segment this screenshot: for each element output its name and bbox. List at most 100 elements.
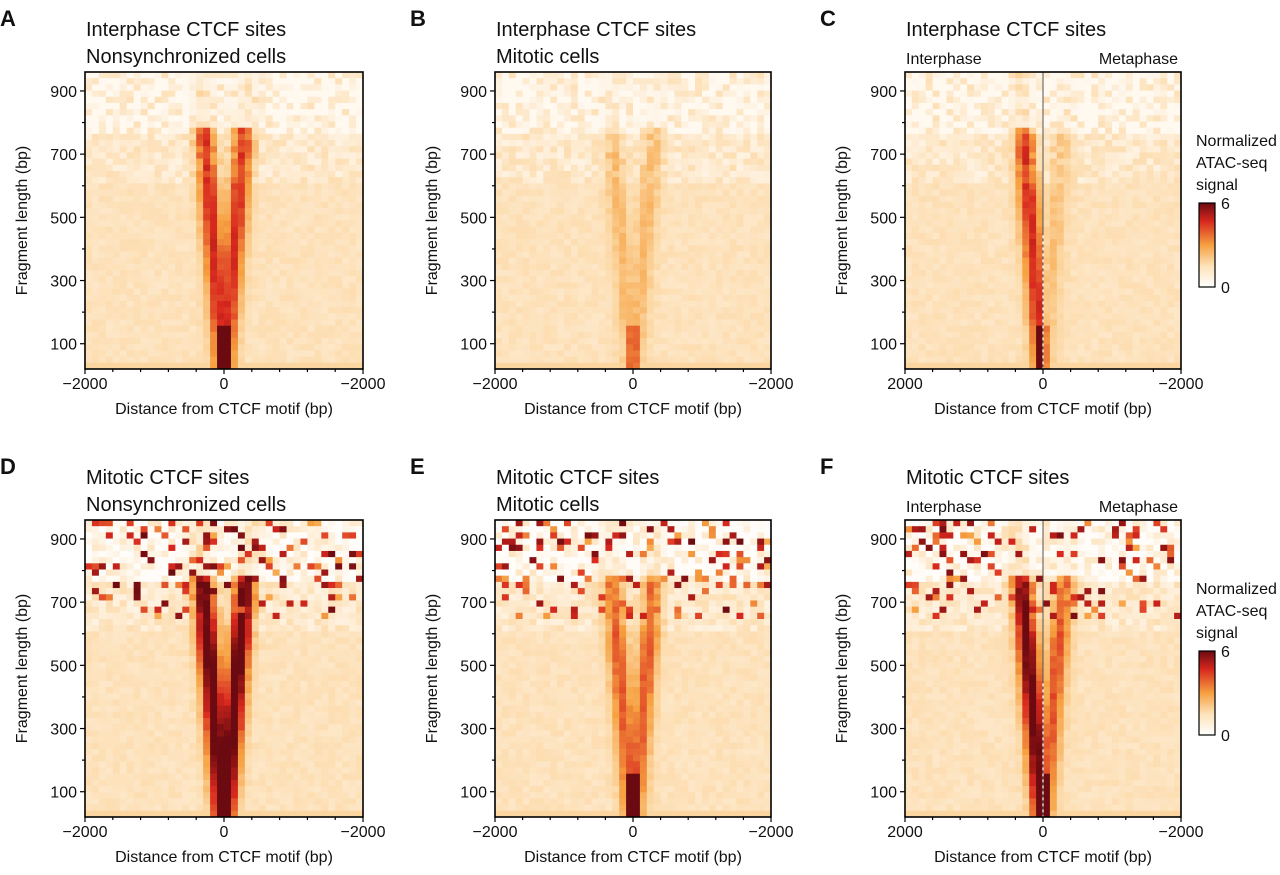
heatmap-cell <box>584 96 592 104</box>
heatmap-cell <box>750 257 758 265</box>
heatmap-cell <box>196 164 204 172</box>
heatmap-cell <box>646 288 655 296</box>
heatmap-cell <box>224 189 232 197</box>
heatmap-cell <box>224 344 232 351</box>
heatmap-cell <box>911 121 920 129</box>
heatmap-cell <box>168 84 176 91</box>
heatmap-cell <box>660 288 668 296</box>
heatmap-cell <box>91 362 100 370</box>
heatmap-cell <box>515 307 523 314</box>
heatmap-cell <box>764 245 772 252</box>
heatmap-cell <box>147 121 155 129</box>
heatmap-cell <box>750 195 758 203</box>
heatmap-cell <box>168 257 176 265</box>
y-tick-label: 900 <box>460 84 487 101</box>
heatmap-cell <box>217 78 225 85</box>
heatmap-cell <box>508 177 517 184</box>
heatmap-cell <box>743 319 751 327</box>
heatmap-cell <box>307 319 315 327</box>
heatmap-cell <box>1029 78 1037 85</box>
heatmap-cell <box>501 96 510 104</box>
heatmap-cell <box>224 294 232 302</box>
heatmap-cell <box>960 102 968 110</box>
heatmap-cell <box>501 257 510 265</box>
heatmap-cell <box>314 127 322 135</box>
heatmap-cell <box>974 121 982 129</box>
heatmap-cell <box>1091 164 1099 172</box>
heatmap-cell <box>994 214 1002 221</box>
heatmap-cell <box>307 331 315 339</box>
heatmap-cell <box>1098 133 1106 141</box>
heatmap-cell <box>605 164 613 172</box>
heatmap-cell <box>168 251 176 259</box>
heatmap-cell <box>1070 96 1078 104</box>
heatmap-cell <box>495 344 503 351</box>
heatmap-cell <box>570 146 579 153</box>
heatmap-cell <box>1091 214 1099 221</box>
heatmap-cell <box>639 146 648 153</box>
heatmap-cell <box>980 232 989 240</box>
heatmap-cell <box>605 177 613 184</box>
heatmap-cell <box>126 90 135 98</box>
heatmap-cell <box>321 319 329 327</box>
heatmap-cell <box>702 338 710 345</box>
heatmap-cell <box>314 270 322 277</box>
heatmap-cell <box>715 133 724 141</box>
heatmap-cell <box>750 164 758 172</box>
heatmap-cell <box>529 78 537 85</box>
heatmap-cell <box>757 109 765 116</box>
heatmap-cell <box>743 232 751 240</box>
heatmap-cell <box>695 331 703 339</box>
heatmap-cell <box>543 195 551 203</box>
heatmap-cell <box>175 208 183 215</box>
heatmap-cell <box>612 214 620 221</box>
heatmap-cell <box>1125 127 1134 135</box>
heatmap-cell <box>591 350 599 358</box>
heatmap-cell <box>1008 133 1016 141</box>
heatmap-cell <box>154 239 162 246</box>
heatmap-cell <box>356 115 364 122</box>
heatmap-cell <box>314 344 322 351</box>
heatmap-cell <box>85 232 93 240</box>
heatmap-cell <box>911 195 920 203</box>
heatmap-cell <box>119 115 128 122</box>
heatmap-cell <box>1049 133 1058 141</box>
heatmap-cell <box>251 133 260 141</box>
heatmap-cell <box>1118 232 1127 240</box>
heatmap-cell <box>217 220 225 228</box>
heatmap-cell <box>598 257 606 265</box>
heatmap-cell <box>1036 232 1044 240</box>
heatmap-cell <box>1139 90 1147 98</box>
heatmap-cell <box>764 146 772 153</box>
heatmap-cell <box>237 245 246 252</box>
heatmap-cell <box>356 109 364 116</box>
heatmap-cell <box>189 127 197 135</box>
heatmap-cell <box>612 263 620 271</box>
heatmap-cell <box>757 158 765 166</box>
heatmap-cell <box>681 140 689 147</box>
heatmap-cell <box>1036 133 1044 141</box>
heatmap-cell <box>598 78 606 85</box>
heatmap-cell <box>244 313 253 320</box>
heatmap-cell <box>967 177 975 184</box>
heatmap-cell <box>584 263 592 271</box>
heatmap-cell <box>729 195 737 203</box>
heatmap-cell <box>584 239 592 246</box>
heatmap-cell <box>293 78 301 85</box>
heatmap-cell <box>328 344 336 351</box>
heatmap-cell <box>203 201 211 209</box>
heatmap-cell <box>147 96 155 104</box>
heatmap-cell <box>1139 109 1147 116</box>
heatmap-cell <box>1084 72 1092 79</box>
heatmap-cell <box>550 171 558 178</box>
heatmap-cell <box>335 307 343 314</box>
heatmap-cell <box>757 325 765 333</box>
heatmap-cell <box>217 226 225 234</box>
heatmap-cell <box>695 350 703 358</box>
heatmap-cell <box>750 78 758 85</box>
heatmap-cell <box>293 201 301 209</box>
heatmap-cell <box>750 313 758 320</box>
heatmap-cell <box>217 109 225 116</box>
heatmap-cell <box>1015 78 1023 85</box>
heatmap-cell <box>140 232 148 240</box>
